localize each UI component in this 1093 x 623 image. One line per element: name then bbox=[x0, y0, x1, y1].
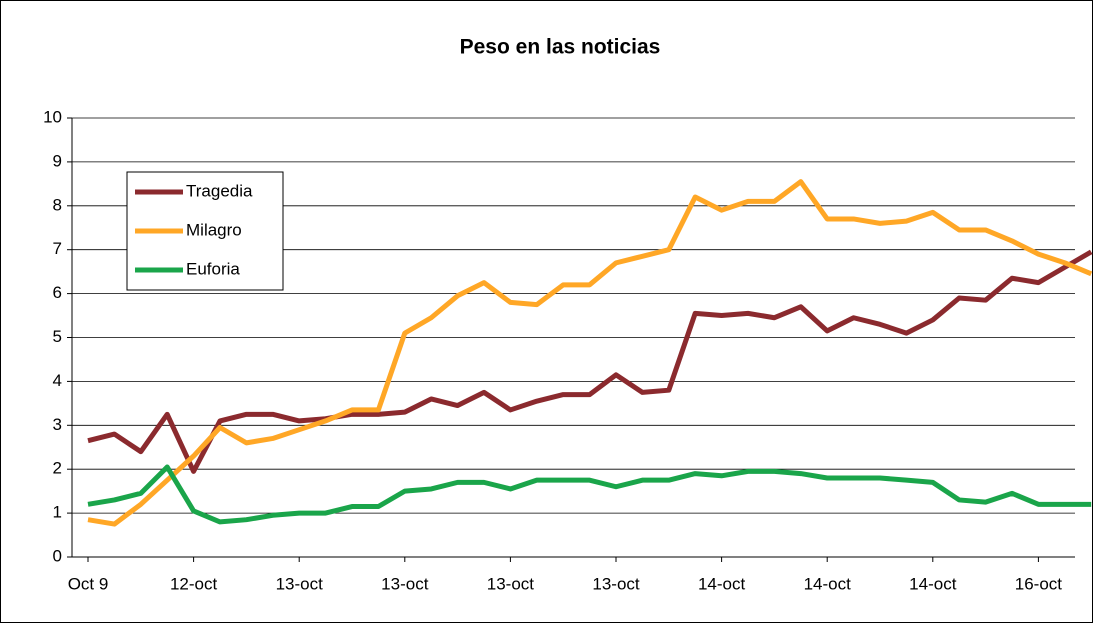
y-tick-label: 10 bbox=[43, 107, 62, 126]
y-tick-label: 9 bbox=[53, 151, 62, 170]
x-tick-label: 14-oct bbox=[804, 574, 852, 593]
series-line bbox=[87, 179, 1093, 527]
y-tick-label: 0 bbox=[53, 546, 62, 565]
x-tick-label: 13-oct bbox=[381, 574, 429, 593]
y-tick-label: 5 bbox=[53, 327, 62, 346]
x-tick-label: 13-oct bbox=[592, 574, 640, 593]
y-tick-label: 4 bbox=[53, 371, 62, 390]
y-tick-label: 7 bbox=[53, 239, 62, 258]
legend-label: Tragedia bbox=[186, 181, 253, 200]
y-tick-label: 8 bbox=[53, 195, 62, 214]
x-tick-label: 14-oct bbox=[698, 574, 746, 593]
x-tick-label: Oct 9 bbox=[68, 574, 109, 593]
y-tick-label: 3 bbox=[53, 415, 62, 434]
chart-title: Peso en las noticias bbox=[460, 36, 661, 59]
x-tick-label: 14-oct bbox=[909, 574, 957, 593]
legend: Tragedia Milagro Euforia bbox=[126, 171, 284, 291]
x-tick-label: 16-oct bbox=[1015, 574, 1063, 593]
legend-label: Milagro bbox=[186, 220, 242, 239]
y-tick-label: 6 bbox=[53, 283, 62, 302]
x-tick-label: 13-oct bbox=[487, 574, 535, 593]
x-tick-label: 12-oct bbox=[170, 574, 218, 593]
x-tick-label: 13-oct bbox=[276, 574, 324, 593]
legend-label: Euforia bbox=[186, 259, 240, 278]
series-line bbox=[87, 464, 1092, 525]
y-tick-label: 2 bbox=[53, 459, 62, 478]
y-tick-label: 1 bbox=[53, 503, 62, 522]
series-line bbox=[87, 249, 1093, 474]
